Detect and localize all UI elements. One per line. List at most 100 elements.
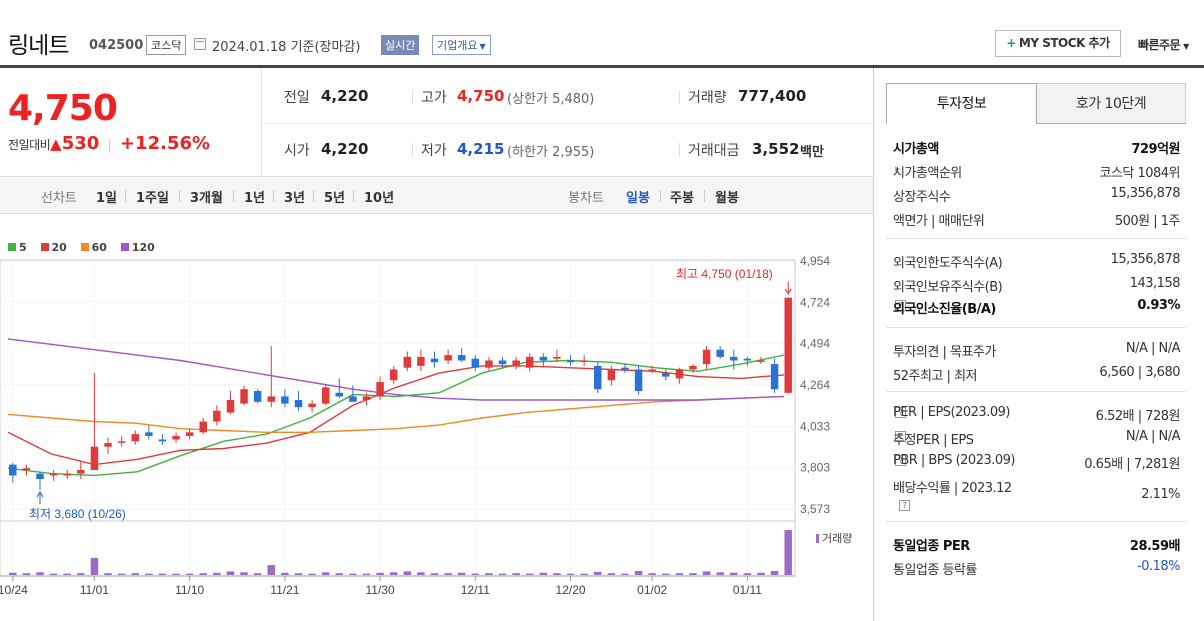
- volume-bar: [716, 572, 724, 575]
- candle-body: [594, 365, 602, 390]
- legend-swatch: [120, 243, 129, 251]
- candle-body: [512, 360, 520, 366]
- info-row-key: 시가총액: [893, 142, 939, 157]
- info-row-value: -0.18%: [1137, 559, 1181, 574]
- period-3y[interactable]: 3년: [284, 191, 306, 206]
- ma-legend: 5 20 60 120: [8, 241, 165, 254]
- period-1d[interactable]: 1일: [96, 191, 118, 206]
- volume-bar: [253, 573, 262, 575]
- volume-bar: [22, 573, 31, 575]
- candle-body: [675, 369, 684, 379]
- period-1y[interactable]: 1년: [244, 191, 266, 206]
- info-row[interactable]: PER | EPS(2023.09)? 6.52배 | 728원: [893, 405, 1181, 427]
- ma-line-ma60: [7, 395, 785, 434]
- company-info-dropdown[interactable]: 기업개요 ▼: [432, 35, 491, 55]
- chart-period-bar: 선차트 1일 1주일 3개월 1년 3년 5년 10년 봉차트 일봉 주봉 월봉: [0, 176, 873, 214]
- x-tick-label: 11/01: [80, 583, 109, 597]
- chart-axis: 4,954 4,724 4,494 4,264 4,033 3,803 3,573 10/24…: [0, 254, 830, 597]
- candle-body: [784, 297, 792, 393]
- help-icon[interactable]: ?: [895, 300, 906, 311]
- candlestick-chart[interactable]: 4,954 4,724 4,494 4,264 4,033 3,803 3,573 10/24…: [0, 214, 873, 621]
- period-10y[interactable]: 10년: [364, 191, 395, 206]
- info-row[interactable]: 동일업종 등락률 ▶ -0.18%: [893, 559, 1181, 581]
- info-row-value: N/A | N/A: [1125, 429, 1181, 444]
- period-5y[interactable]: 5년: [324, 191, 346, 206]
- info-row-key: 상장주식수: [893, 190, 951, 205]
- stock-name: 링네트: [8, 33, 69, 59]
- info-row-value: 500원 | 1주: [1114, 214, 1181, 229]
- volume-bar: [594, 571, 602, 575]
- info-row-key: 시가총액순위: [893, 166, 962, 181]
- ma-line-ma120: [7, 338, 785, 401]
- info-row: 배당수익률 | 2023.12 2.11%?: [893, 477, 1180, 511]
- info-row[interactable]: PBR | BPS (2023.09)? 0.65배 | 7,281원: [893, 453, 1180, 475]
- volume-bar: [226, 571, 235, 575]
- add-my-stock-label: MY STOCK 추가: [1018, 36, 1110, 50]
- y-tick-label: 4,264: [800, 378, 830, 392]
- tab-investment-info[interactable]: 투자정보: [886, 83, 1037, 124]
- info-row[interactable]: 추정PER | EPS? N/A | N/A: [893, 429, 1181, 451]
- candle-daily[interactable]: 일봉: [626, 191, 650, 206]
- prev-close-value: 4,220: [321, 87, 369, 105]
- info-row: 외국인보유주식수(B) 143,158: [893, 276, 1181, 298]
- candle-body: [757, 360, 765, 362]
- info-divider: [887, 391, 1186, 392]
- info-row[interactable]: 동일업종 PER ▶ 28.59배: [893, 535, 1181, 557]
- divider: [679, 90, 680, 104]
- upper-limit: (상한가 5,480): [507, 92, 595, 107]
- candle-body: [77, 470, 85, 474]
- info-row: 투자의견 | 목표주가 N/A | N/A: [893, 341, 1181, 363]
- candles: [9, 297, 792, 490]
- realtime-button[interactable]: 실시간: [381, 35, 420, 55]
- candle-weekly[interactable]: 주봉: [670, 191, 694, 206]
- candle-body: [607, 369, 616, 381]
- volume-bar: [104, 573, 112, 575]
- low-label: 저가: [421, 143, 447, 159]
- info-row[interactable]: 외국인소진율(B/A)? 0.93%: [893, 298, 1180, 320]
- info-divider: [887, 327, 1186, 328]
- info-row-key: 동일업종 PER: [893, 539, 970, 554]
- volume-bar: [403, 571, 412, 575]
- legend-swatch: [80, 243, 89, 251]
- help-icon[interactable]: ?: [899, 500, 910, 511]
- candle-body: [525, 356, 534, 368]
- help-icon[interactable]: ?: [895, 407, 906, 418]
- low-value: 4,215: [457, 140, 505, 158]
- open-label: 시가: [284, 143, 310, 159]
- add-my-stock-button[interactable]: + MY STOCK 추가: [995, 30, 1121, 57]
- candle-monthly[interactable]: 월봉: [715, 191, 739, 206]
- candle-body: [145, 432, 153, 436]
- prev-close-label: 전일: [284, 90, 310, 106]
- volume-bar: [294, 573, 303, 575]
- candle-body: [389, 369, 398, 381]
- volume-bar: [770, 570, 779, 575]
- info-divider: [887, 238, 1186, 239]
- candle-body: [199, 421, 207, 433]
- period-3m[interactable]: 3개월: [190, 191, 223, 206]
- volume-bar: [90, 557, 99, 575]
- change-pct: +12.56%: [119, 133, 211, 154]
- info-row[interactable]: 시가총액순위 ▶ 코스닥 1084위: [893, 162, 1180, 184]
- candle-body: [22, 468, 31, 471]
- y-tick-label: 3,573: [800, 502, 830, 516]
- quick-order-button[interactable]: 빠른주문 ▼: [1138, 36, 1189, 53]
- low-annotation: 최저 3,680 (10/26): [29, 507, 126, 521]
- legend-swatch: [40, 243, 49, 251]
- candle-body: [430, 358, 439, 363]
- info-row-key: 액면가 | 매매단위: [893, 214, 985, 229]
- volume-bar: [77, 573, 85, 575]
- current-price: 4,750: [8, 88, 118, 129]
- info-row-key: 동일업종 등락률: [893, 563, 977, 578]
- tab-order-book[interactable]: 호가 10단계: [1037, 83, 1186, 124]
- volume-bar: [308, 573, 316, 575]
- period-1w[interactable]: 1주일: [136, 191, 169, 206]
- help-icon[interactable]: ?: [895, 455, 906, 466]
- candle-body: [471, 358, 480, 368]
- legend-ma60: 60: [80, 241, 107, 254]
- info-row: 외국인한도주식수(A) 15,356,878: [893, 252, 1181, 274]
- help-icon[interactable]: ?: [895, 431, 906, 442]
- y-tick-label: 4,954: [800, 254, 830, 268]
- candle-body: [689, 365, 697, 370]
- volume-bar: [172, 573, 180, 575]
- info-row-value: 6,560 | 3,680: [1099, 365, 1180, 380]
